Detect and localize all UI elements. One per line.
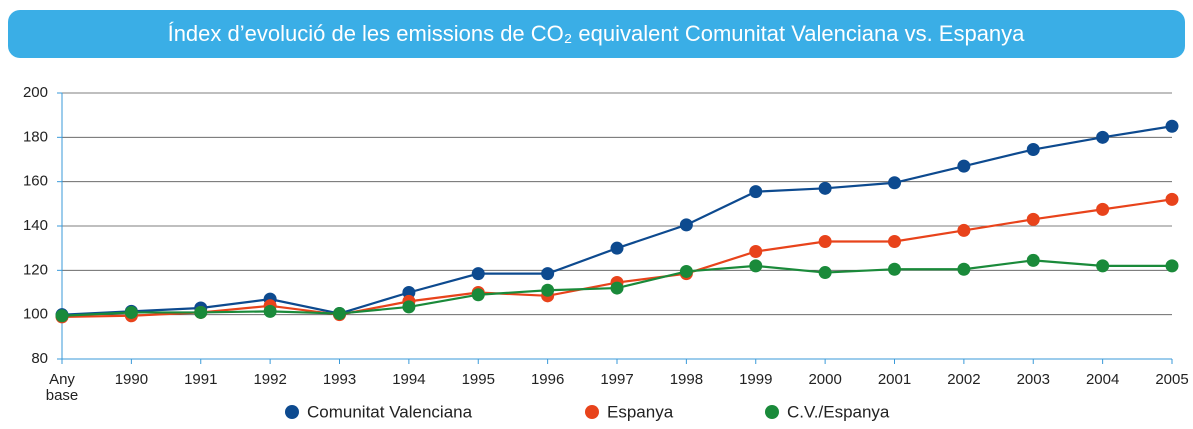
point xyxy=(888,235,901,249)
y-tick-label: 200 xyxy=(23,84,48,101)
legend-marker xyxy=(585,405,599,419)
point xyxy=(749,259,763,273)
point xyxy=(333,307,346,321)
point xyxy=(471,267,485,281)
x-tick-label: 1992 xyxy=(253,371,286,388)
point xyxy=(402,300,416,314)
legend-marker xyxy=(765,405,779,419)
point xyxy=(888,262,901,276)
x-tick-label: 1999 xyxy=(739,371,772,388)
y-tick-label: 180 xyxy=(23,128,48,145)
y-tick-label: 140 xyxy=(23,217,48,234)
x-tick-label: 2002 xyxy=(947,371,980,388)
point xyxy=(1096,130,1110,144)
point xyxy=(749,185,763,199)
point xyxy=(541,267,555,281)
legend-label: C.V./Espanya xyxy=(787,402,890,421)
point xyxy=(55,309,69,323)
x-tick-label: 2005 xyxy=(1155,371,1188,388)
point xyxy=(610,281,624,295)
point xyxy=(818,266,832,280)
point xyxy=(124,305,138,319)
series-line xyxy=(61,198,1173,318)
legend-label: Espanya xyxy=(607,402,674,421)
x-tick-label: Any base xyxy=(46,371,79,404)
point xyxy=(610,241,624,255)
point xyxy=(1026,143,1040,157)
y-tick-label: 160 xyxy=(23,173,48,190)
x-tick-label: 1997 xyxy=(600,371,633,388)
point xyxy=(888,176,901,190)
legend-label: Comunitat Valenciana xyxy=(307,402,473,421)
x-tick-label: 1994 xyxy=(392,371,425,388)
x-tick-label: 1996 xyxy=(531,371,564,388)
point xyxy=(541,283,555,297)
point xyxy=(263,304,277,318)
point xyxy=(957,223,971,237)
point xyxy=(1165,192,1179,206)
x-tick-label: 1993 xyxy=(323,371,356,388)
point xyxy=(818,235,832,249)
x-tick-label: 2004 xyxy=(1086,371,1119,388)
point xyxy=(1165,119,1179,133)
x-tick-label: 2003 xyxy=(1017,371,1050,388)
x-tick-label: 1998 xyxy=(670,371,703,388)
x-tick-label: 2000 xyxy=(808,371,841,388)
point xyxy=(1096,202,1110,216)
point xyxy=(957,262,971,276)
chart-title: Índex d’evolució de les emissions de CO₂… xyxy=(168,21,1026,46)
point xyxy=(1096,259,1110,273)
point xyxy=(1026,253,1040,267)
point xyxy=(679,218,693,232)
point xyxy=(1026,212,1040,226)
x-tick-label: 1990 xyxy=(115,371,148,388)
legend-marker xyxy=(285,405,299,419)
point xyxy=(194,305,208,319)
y-tick-label: 100 xyxy=(23,306,48,323)
x-tick-label: 1995 xyxy=(462,371,495,388)
point xyxy=(957,159,971,173)
point xyxy=(1165,259,1179,273)
point xyxy=(818,181,832,195)
y-tick-label: 120 xyxy=(23,261,48,278)
y-tick-label: 80 xyxy=(31,350,48,367)
title-bar xyxy=(8,10,1185,58)
point xyxy=(679,264,693,278)
point xyxy=(471,288,485,302)
point xyxy=(749,244,763,258)
x-tick-label: 2001 xyxy=(878,371,911,388)
x-tick-label: 1991 xyxy=(184,371,217,388)
